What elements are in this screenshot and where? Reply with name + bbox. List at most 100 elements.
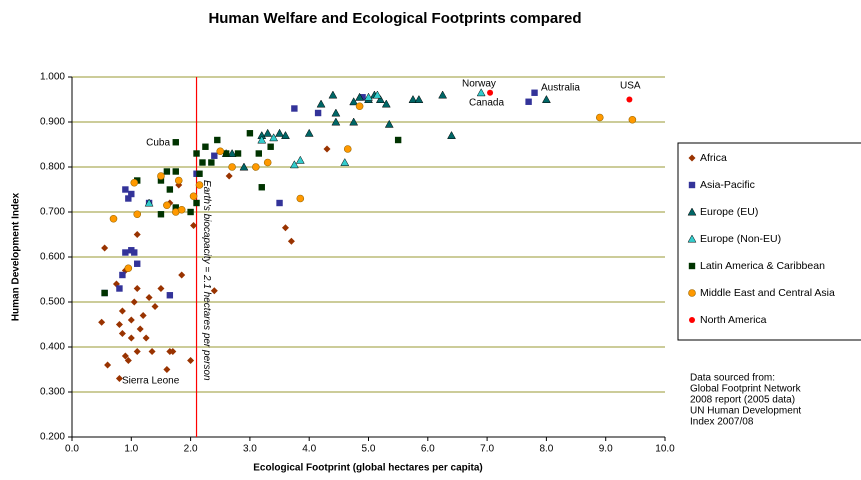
point [130,178,139,187]
point [130,298,138,306]
point [127,334,135,342]
point [447,130,456,139]
point [267,143,274,150]
point [269,133,279,142]
note: Index 2007/08 [690,417,754,428]
point [124,264,133,273]
point [127,316,135,324]
point [263,158,272,167]
point [151,303,159,310]
point [208,159,215,166]
point [101,289,108,297]
point [234,150,242,157]
point [124,357,132,364]
legend-label: North America [700,314,767,326]
point [275,128,284,137]
point [314,109,322,117]
point [148,348,156,355]
point [178,271,186,279]
y-axis-label: Human Development Index [11,192,22,321]
point [118,330,126,337]
point [476,88,486,97]
x-tick-label: 2.0 [184,444,198,455]
point [328,90,338,99]
chart-title: Human Welfare and Ecological Footprints … [208,10,581,27]
x-tick-label: 0.0 [65,444,79,455]
legend-marker [688,262,696,270]
point [349,117,359,126]
point [133,285,141,292]
point [157,285,165,292]
point [316,99,326,108]
point [276,199,283,207]
point [193,150,200,157]
point [187,208,194,216]
point [541,94,551,103]
annotation: Australia [541,83,580,94]
point [626,96,633,103]
x-tick-label: 3.0 [243,444,257,455]
point [216,147,225,156]
point [355,102,364,111]
point [157,172,165,180]
point [98,318,106,326]
point [119,271,126,279]
point [174,176,183,185]
point [145,294,153,301]
annotation: Canada [469,98,504,109]
point [214,136,221,144]
legend-marker [688,181,696,189]
y-tick-label: 0.200 [40,432,65,443]
point [163,201,171,210]
y-tick-label: 0.300 [40,387,65,398]
x-tick-label: 1.0 [124,444,138,455]
x-tick-label: 5.0 [362,444,376,455]
point [196,170,203,177]
legend-label: Europe (EU) [700,206,758,218]
point [109,214,118,223]
point [134,260,141,267]
point [115,321,123,328]
point [438,90,448,99]
point [122,186,129,193]
point [239,162,249,171]
point [116,285,123,292]
point [263,128,273,137]
point [595,113,604,122]
point [122,249,129,256]
point [340,157,350,166]
point [381,99,391,108]
annotation: Sierra Leone [122,376,180,387]
legend-label: Africa [700,152,727,164]
legend-box [677,142,861,341]
point [628,115,637,124]
x-tick-label: 9.0 [599,444,613,455]
point [289,160,299,169]
x-axis-label: Ecological Footprint (global hectares pe… [253,463,482,474]
point [163,366,171,373]
point [359,94,366,101]
y-tick-label: 0.600 [40,252,65,263]
point [355,92,365,101]
y-tick-label: 1.000 [40,72,65,83]
point [323,145,331,153]
point [222,150,230,157]
annotation: USA [620,81,641,92]
y-tick-label: 0.700 [40,207,65,218]
point [384,119,394,128]
x-tick-label: 10.0 [655,444,675,455]
point [101,244,109,252]
point [131,249,138,256]
point [408,94,418,103]
point [281,224,289,232]
point [144,198,154,207]
point [195,181,204,189]
note: UN Human Development [690,406,801,417]
point [193,199,200,207]
note: Global Footprint Network [690,384,802,395]
point [104,361,112,369]
point [210,287,218,295]
point [172,204,179,211]
x-tick-label: 6.0 [421,444,435,455]
